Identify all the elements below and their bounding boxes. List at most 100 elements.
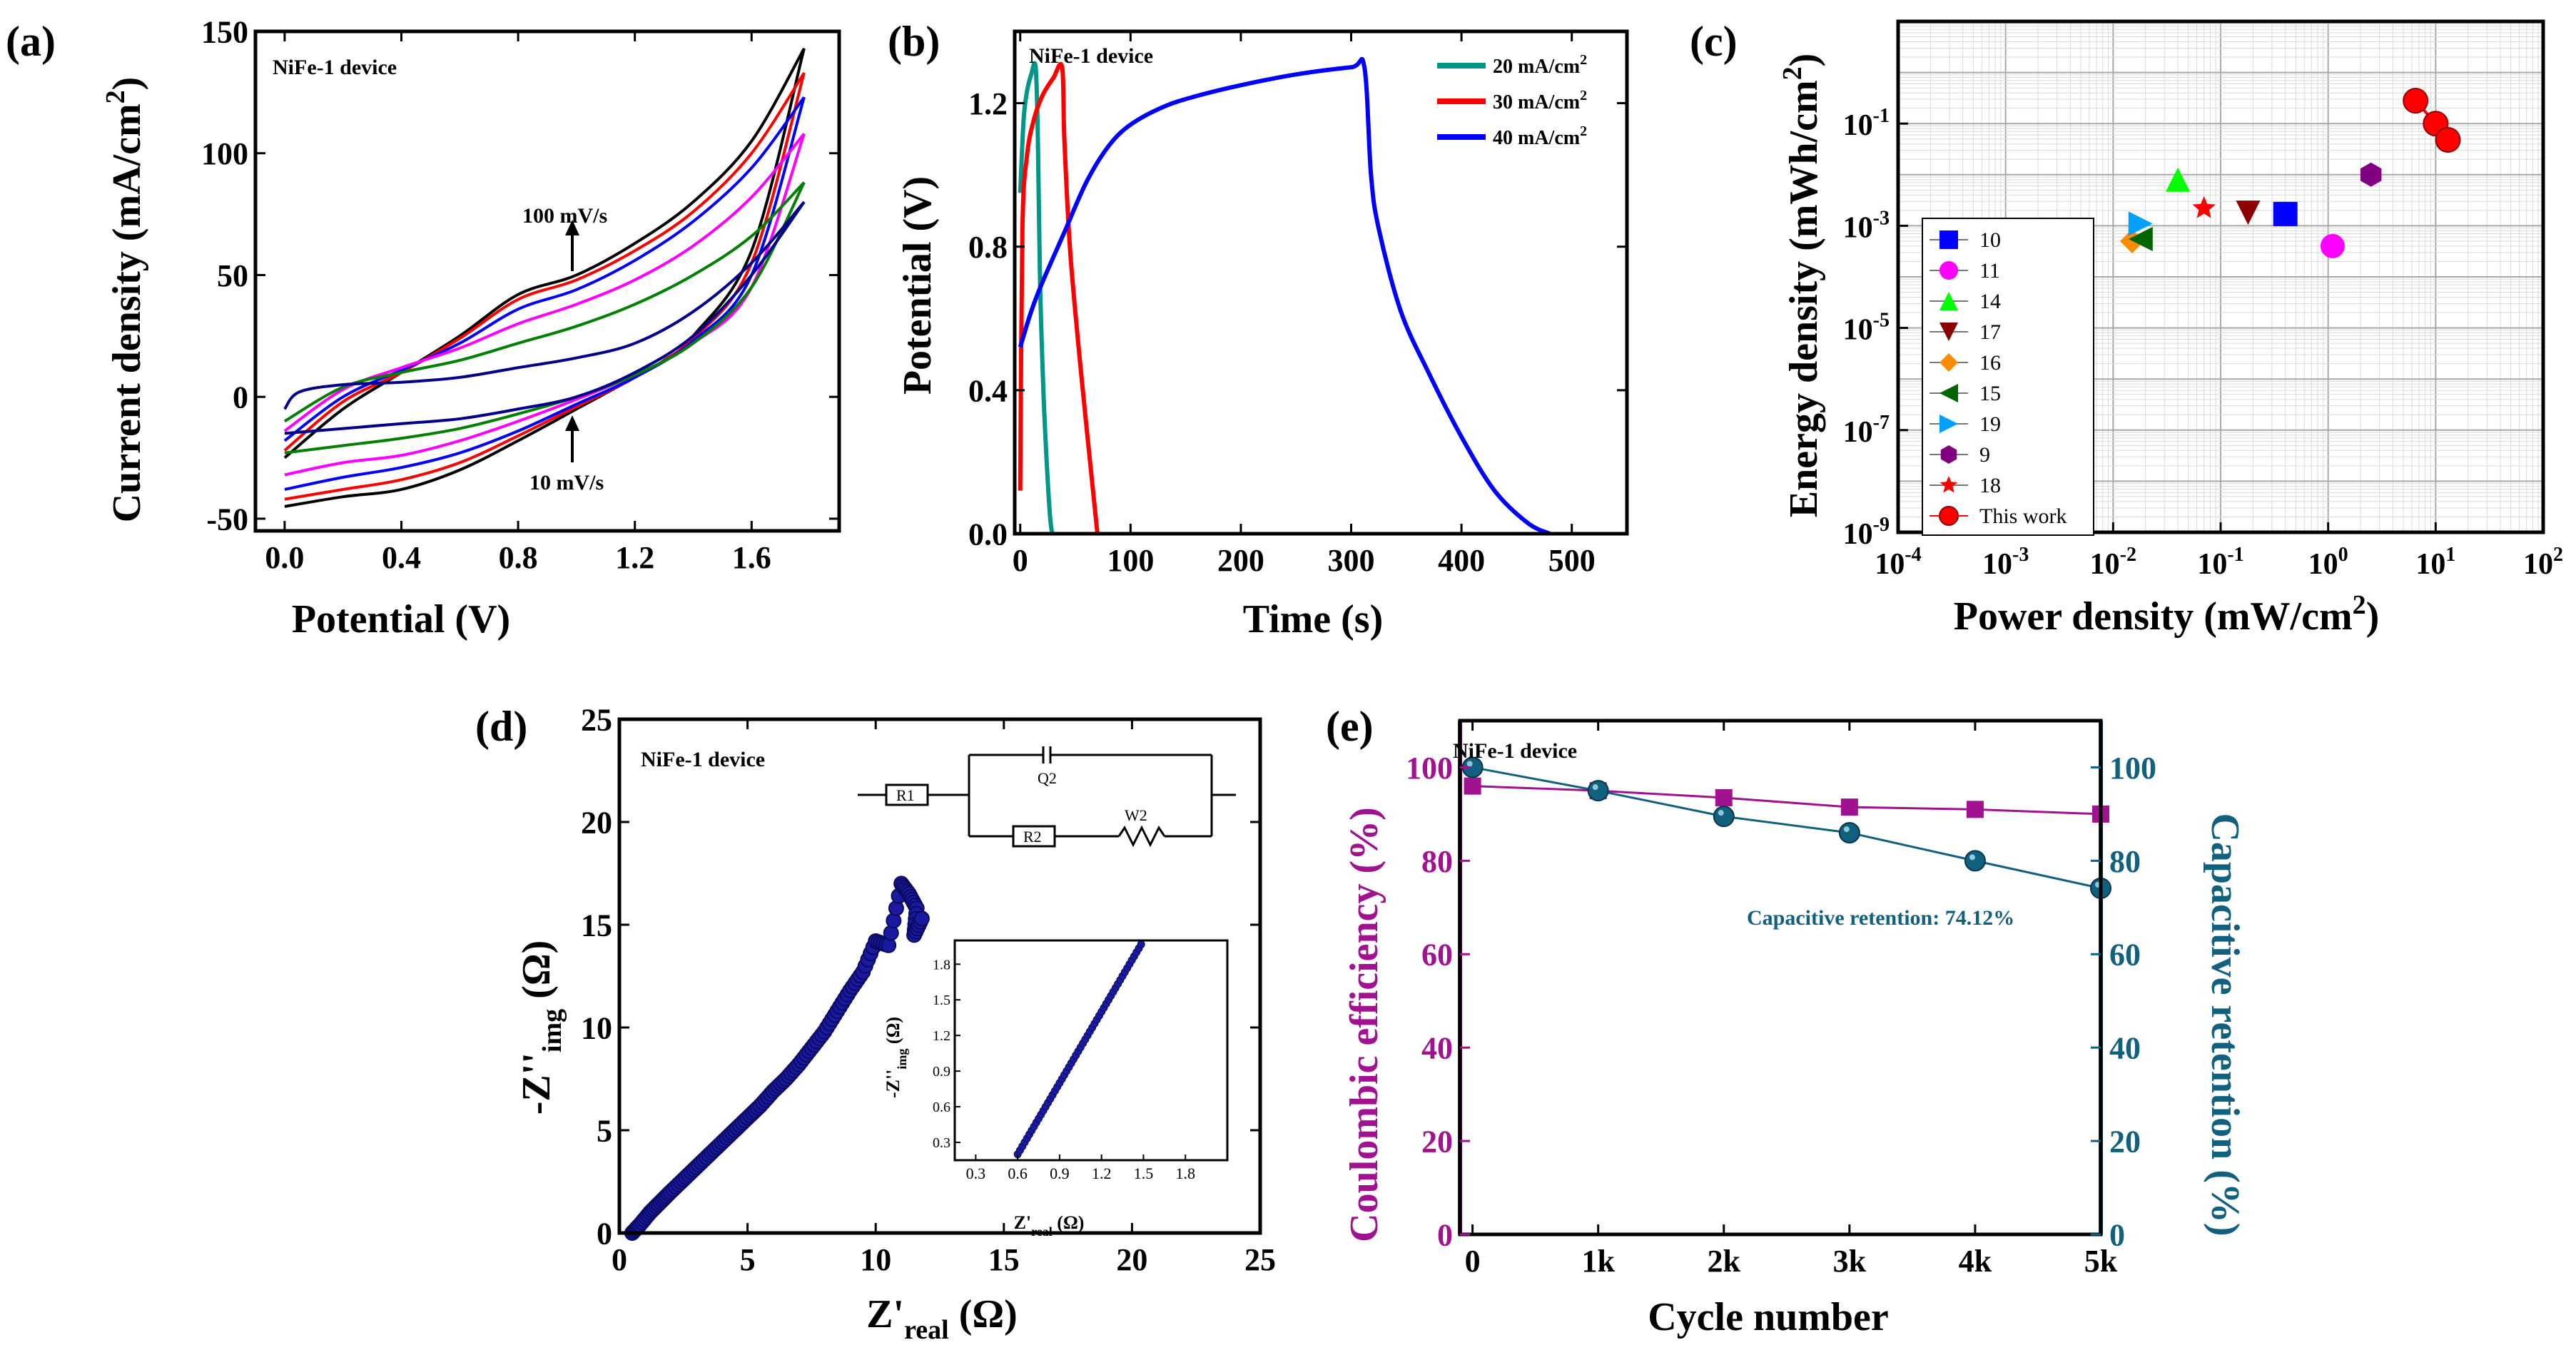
panel-e-line [1472, 785, 2101, 816]
inset-ticks: 0.3 0.6 0.9 1.2 1.5 1.8 0.3 0.6 0.9 1.2 1.5 1.8 [933, 957, 1195, 1182]
coulombic-point [1464, 777, 1481, 795]
panel-e-ylabel-left: Coulombic efficiency (%) [1342, 807, 1386, 1242]
panel-e-ylabel-right: Capacitive retention (%) [2203, 813, 2247, 1236]
panel-c-legend-label: This work [1979, 504, 2067, 528]
panel-c-legend-marker [1939, 476, 1958, 493]
panel-b-xtick-label: 300 [1328, 543, 1375, 578]
panel-e-xtick-label: 5k [2084, 1244, 2118, 1279]
panel-c-legend-marker [1939, 353, 1958, 372]
panel-c-xtick-label: 10-3 [1982, 544, 2029, 581]
panel-a-curves [283, 47, 806, 508]
panel-e-label: (e) [1326, 703, 1374, 750]
panel-c-xlabel: Power density (mW/cm2) [1954, 590, 2380, 639]
retention-point-highlight [1969, 854, 1975, 861]
panel-a-ytick-label: -50 [206, 502, 248, 537]
ragone-point [2128, 211, 2153, 236]
panel-b-ytick-label: 0.4 [968, 373, 1008, 408]
panel-c-legend: 10 11 14 17 16 15 19 9 18 This work [1922, 218, 2094, 536]
panel-d-inset: 0.3 0.6 0.9 1.2 1.5 1.8 0.3 0.6 0.9 1.2 1.5 1.8 Z'r… [883, 939, 1229, 1239]
panel-c-legend-label: 14 [1979, 290, 2001, 313]
retention-point-highlight [1718, 810, 1724, 816]
panel-a-xtick-label: 1.2 [615, 540, 654, 575]
cv-curve-upper [283, 201, 806, 410]
panel-d-xtick-label: 15 [988, 1242, 1020, 1277]
panel-c-legend-marker [1939, 323, 1958, 341]
panel-d-ylabel: -Z''img (Ω) [514, 940, 567, 1115]
panel-c-ytick-label: 10-1 [1843, 105, 1890, 142]
ragone-point [2236, 201, 2261, 225]
panel-a-xtick-label: 0.8 [499, 540, 538, 575]
cv-curve-upper [283, 71, 806, 452]
panel-a-ticks: 0.0 0.4 0.8 1.2 1.6 -50 0 50 100 150 [201, 14, 839, 575]
panel-b-legend-label-1: 20 mA/cm2 [1493, 52, 1587, 78]
ragone-point [2166, 167, 2191, 192]
panel-c-legend-label: 9 [1979, 443, 1990, 467]
panel-e-ytick-label-right: 60 [2109, 938, 2141, 973]
inset-ytick-label: 1.2 [933, 1028, 950, 1044]
panel-e-ytick-label: 60 [1421, 938, 1453, 973]
panel-a-ytick-label: 150 [201, 14, 248, 49]
panel-b-xtick-label: 200 [1217, 543, 1264, 578]
inset-points [1013, 940, 1145, 1159]
panel-d-annotation: NiFe-1 device [641, 748, 765, 771]
retention-point [1964, 850, 1986, 872]
panel-e-xtick-label: 1k [1581, 1244, 1615, 1279]
panel-c-xtick-label: 10-1 [2197, 544, 2243, 581]
panel-d-points [624, 876, 930, 1241]
inset-xtick-label: 0.9 [1050, 1164, 1070, 1182]
panel-d-xtick-label: 20 [1116, 1242, 1147, 1277]
panel-c-xtick-label: 102 [2523, 544, 2563, 581]
panel-e-ytick-label: 20 [1421, 1124, 1453, 1159]
panel-d-ytick-label: 0 [597, 1216, 612, 1251]
circuit-r1-label: R1 [896, 786, 915, 804]
inset-xtick-label: 0.3 [966, 1164, 986, 1182]
panel-b-ytick-label: 0.8 [968, 230, 1008, 265]
panel-b-legend-label-3: 40 mA/cm2 [1493, 123, 1587, 149]
inset-frame [953, 939, 1229, 1162]
panel-b-xlabel: Time (s) [1243, 597, 1384, 641]
panel-a-ytick-label: 100 [201, 136, 248, 171]
cv-curve-upper [283, 181, 806, 423]
panel-a-frame [253, 29, 841, 533]
coulombic-point [1840, 798, 1858, 816]
panel-a: (a) 0.0 0.4 0.8 1.2 1.6 -50 0 50 100 150 NiFe-1 d… [6, 14, 841, 641]
panel-c-legend-marker [1939, 415, 1958, 433]
panel-c-ytick-label: 10-3 [1843, 207, 1890, 244]
ragone-point [2128, 226, 2153, 251]
panel-c-ticks: 10-4 10-3 10-2 10-1 100 101 102 10-9 10-7 10-5 10-… [1843, 105, 2563, 581]
panel-e-ytick-label-right: 0 [2109, 1217, 2125, 1252]
panel-e-ytick-label: 100 [1406, 751, 1453, 786]
panel-d-label: (d) [475, 703, 527, 750]
panel-d-ticks: 0 5 10 15 20 25 0 5 10 15 20 25 [581, 702, 1276, 1277]
panel-c-legend-marker [1939, 230, 1958, 249]
retention-point [1713, 806, 1735, 828]
panel-a-arrow-bottom-label: 10 mV/s [529, 471, 604, 494]
cv-curve-lower [284, 201, 806, 435]
panel-c-xtick-label: 10-2 [2090, 544, 2136, 581]
panel-c-legend-marker [1940, 445, 1957, 464]
inset-xtick-label: 1.2 [1092, 1164, 1112, 1182]
panel-b-legend: 20 mA/cm2 30 mA/cm2 40 mA/cm2 [1437, 52, 1587, 149]
inset-ytick-label: 0.3 [933, 1135, 950, 1151]
panel-c-points [2119, 88, 2461, 258]
ragone-point [2403, 88, 2429, 114]
panel-c-legend-label: 19 [1979, 412, 2001, 436]
panel-c-legend-marker [1939, 506, 1959, 526]
panel-c-ytick-label: 10-9 [1843, 514, 1890, 551]
panel-d-xtick-label: 5 [740, 1242, 756, 1277]
panel-a-ytick-label: 50 [217, 258, 248, 293]
panel-c-xtick-label: 100 [2308, 544, 2348, 581]
cv-curve-upper [283, 96, 806, 442]
ragone-point [2435, 127, 2461, 153]
panel-a-annotation: NiFe-1 device [273, 56, 397, 79]
panel-d-xtick-label: 10 [860, 1242, 891, 1277]
panel-b-legend-label-2: 30 mA/cm2 [1493, 88, 1587, 113]
retention-point-highlight [1466, 761, 1473, 767]
panel-d: (d) 0 5 10 15 20 25 0 5 10 15 20 25 NiFe-1 device R… [475, 702, 1276, 1345]
panel-c-ytick-label: 10-5 [1843, 310, 1890, 347]
panel-a-ytick-label: 0 [233, 380, 248, 415]
panel-b-ticks: 0 100 200 300 400 500 0.0 0.4 0.8 1.2 [968, 31, 1627, 578]
panel-c-ylabel: Energy density (mWh/cm2) [1778, 54, 1826, 518]
